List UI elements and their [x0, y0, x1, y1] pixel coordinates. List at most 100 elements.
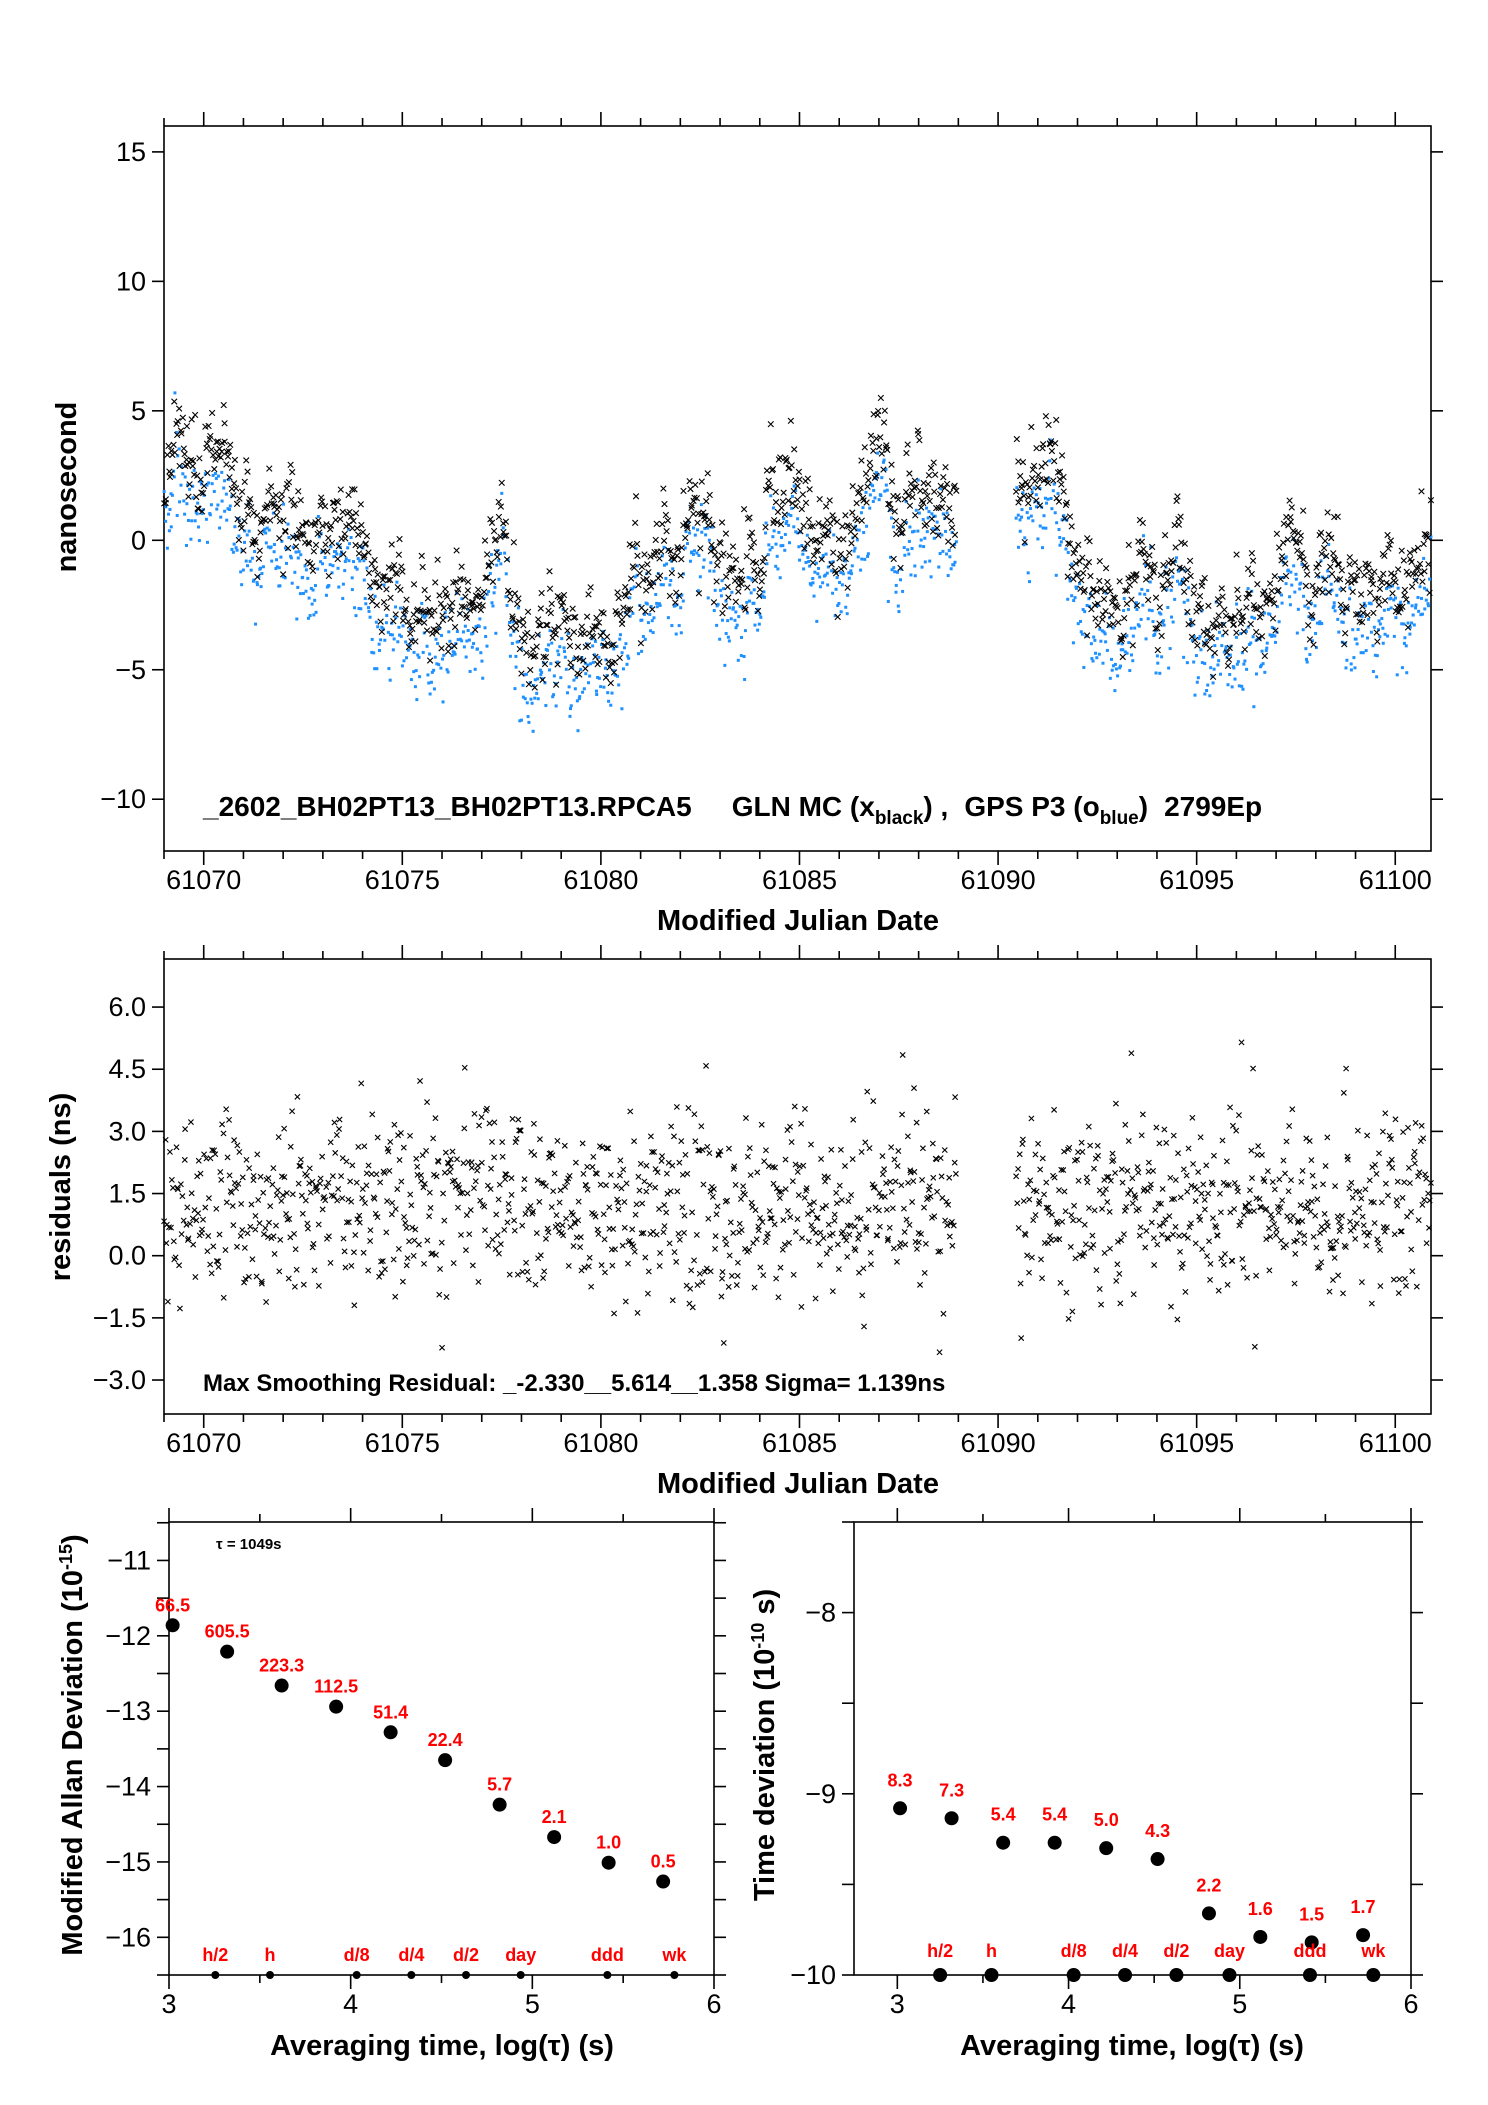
gps-p3-point	[267, 528, 271, 532]
deviation-point	[165, 1618, 180, 1633]
gln-mc-point	[747, 544, 755, 551]
gps-p3-point	[1177, 569, 1181, 573]
gps-p3-point	[926, 516, 930, 520]
gps-p3-point	[442, 653, 446, 657]
residual-point	[611, 1310, 618, 1317]
gps-p3-point	[301, 575, 305, 579]
gps-p3-point	[537, 633, 541, 637]
gps-p3-point	[1113, 662, 1117, 666]
gln-mc-point	[444, 648, 452, 655]
y-tick-label: 5	[131, 396, 146, 426]
gln-mc-point	[600, 610, 607, 617]
gln-mc-point	[851, 532, 859, 540]
residual-point	[1395, 1290, 1402, 1297]
gps-p3-point	[514, 665, 518, 669]
residual-point	[1025, 1181, 1032, 1188]
gln-mc-point	[682, 534, 689, 542]
gps-p3-point	[1261, 662, 1265, 666]
residual-point	[1199, 1246, 1206, 1253]
gps-p3-point	[1318, 620, 1322, 624]
gln-mc-point	[1266, 580, 1274, 587]
gps-p3-point	[807, 559, 811, 563]
gps-p3-point	[1390, 584, 1394, 588]
residual-point	[1174, 1316, 1181, 1323]
residual-point	[356, 1212, 363, 1219]
gps-p3-point	[1364, 649, 1368, 653]
gln-mc-point	[574, 643, 582, 650]
residual-point	[1016, 1151, 1023, 1158]
gln-mc-point	[434, 556, 441, 563]
residual-point	[1419, 1201, 1426, 1208]
residual-point	[1032, 1151, 1039, 1158]
gln-mc-point	[799, 491, 807, 498]
residual-point	[945, 1201, 952, 1208]
residual-point	[1074, 1156, 1081, 1163]
residual-point	[1101, 1250, 1108, 1256]
gln-mc-point	[829, 512, 836, 519]
gps-p3-point	[1179, 581, 1183, 585]
x-tick-label: 61080	[563, 1428, 638, 1458]
gln-mc-point	[1399, 603, 1406, 611]
residual-point	[1278, 1237, 1285, 1244]
residual-point	[1327, 1238, 1334, 1245]
gln-mc-point	[181, 450, 188, 458]
gln-mc-point	[380, 599, 388, 606]
gps-p3-point	[1202, 642, 1206, 646]
gln-mc-point	[327, 522, 335, 529]
gps-p3-point	[661, 583, 665, 587]
gps-p3-point	[811, 581, 815, 585]
gps-p3-point	[1211, 655, 1215, 659]
residual-point	[1061, 1148, 1068, 1155]
residual-point	[541, 1268, 548, 1275]
gps-p3-point	[849, 569, 853, 573]
residual-point	[315, 1221, 322, 1228]
gps-p3-point	[674, 632, 678, 636]
gps-p3-point	[917, 511, 921, 515]
residual-point	[1411, 1160, 1418, 1167]
residual-point	[751, 1284, 758, 1291]
gps-p3-point	[1355, 642, 1359, 646]
gln-mc-point	[1392, 579, 1399, 586]
gps-p3-point	[495, 563, 499, 567]
gln-mc-point	[623, 611, 631, 618]
gps-p3-point	[809, 583, 813, 587]
gln-mc-point	[325, 572, 333, 580]
gln-mc-point	[256, 547, 264, 554]
gps-p3-point	[1078, 582, 1082, 586]
gps-p3-point	[533, 696, 537, 700]
gln-mc-point	[1191, 636, 1199, 644]
gln-mc-point	[605, 658, 612, 665]
gps-p3-point	[1097, 652, 1101, 656]
gps-p3-point	[1246, 587, 1250, 591]
residual-point	[336, 1125, 343, 1132]
gps-p3-point	[798, 530, 802, 534]
gln-mc-point	[371, 566, 379, 573]
residual-point	[493, 1211, 500, 1218]
gps-p3-point	[281, 575, 285, 579]
gln-mc-point	[1269, 615, 1277, 622]
residual-point	[610, 1226, 617, 1233]
residual-point	[1118, 1237, 1125, 1244]
gln-mc-point	[617, 610, 624, 618]
residual-point	[867, 1249, 874, 1256]
residual-point	[1391, 1231, 1398, 1238]
gln-mc-point	[570, 614, 578, 621]
residual-point	[913, 1245, 920, 1252]
gln-mc-point	[946, 489, 954, 496]
residual-point	[884, 1237, 891, 1244]
gln-mc-point	[514, 600, 521, 608]
gps-p3-point	[367, 606, 371, 610]
gln-mc-point	[1351, 559, 1359, 566]
gln-mc-point	[751, 567, 758, 574]
residual-point	[900, 1205, 907, 1212]
gln-mc-point	[312, 541, 320, 549]
gps-p3-point	[1139, 617, 1143, 621]
deviation-point	[1201, 1906, 1216, 1921]
gps-p3-point	[412, 650, 416, 654]
gps-p3-point	[460, 639, 464, 643]
gln-mc-point	[873, 435, 880, 442]
gln-mc-point	[400, 611, 408, 618]
residual-point	[1081, 1249, 1088, 1256]
gps-p3-point	[1102, 630, 1106, 634]
residual-point	[1172, 1223, 1179, 1230]
